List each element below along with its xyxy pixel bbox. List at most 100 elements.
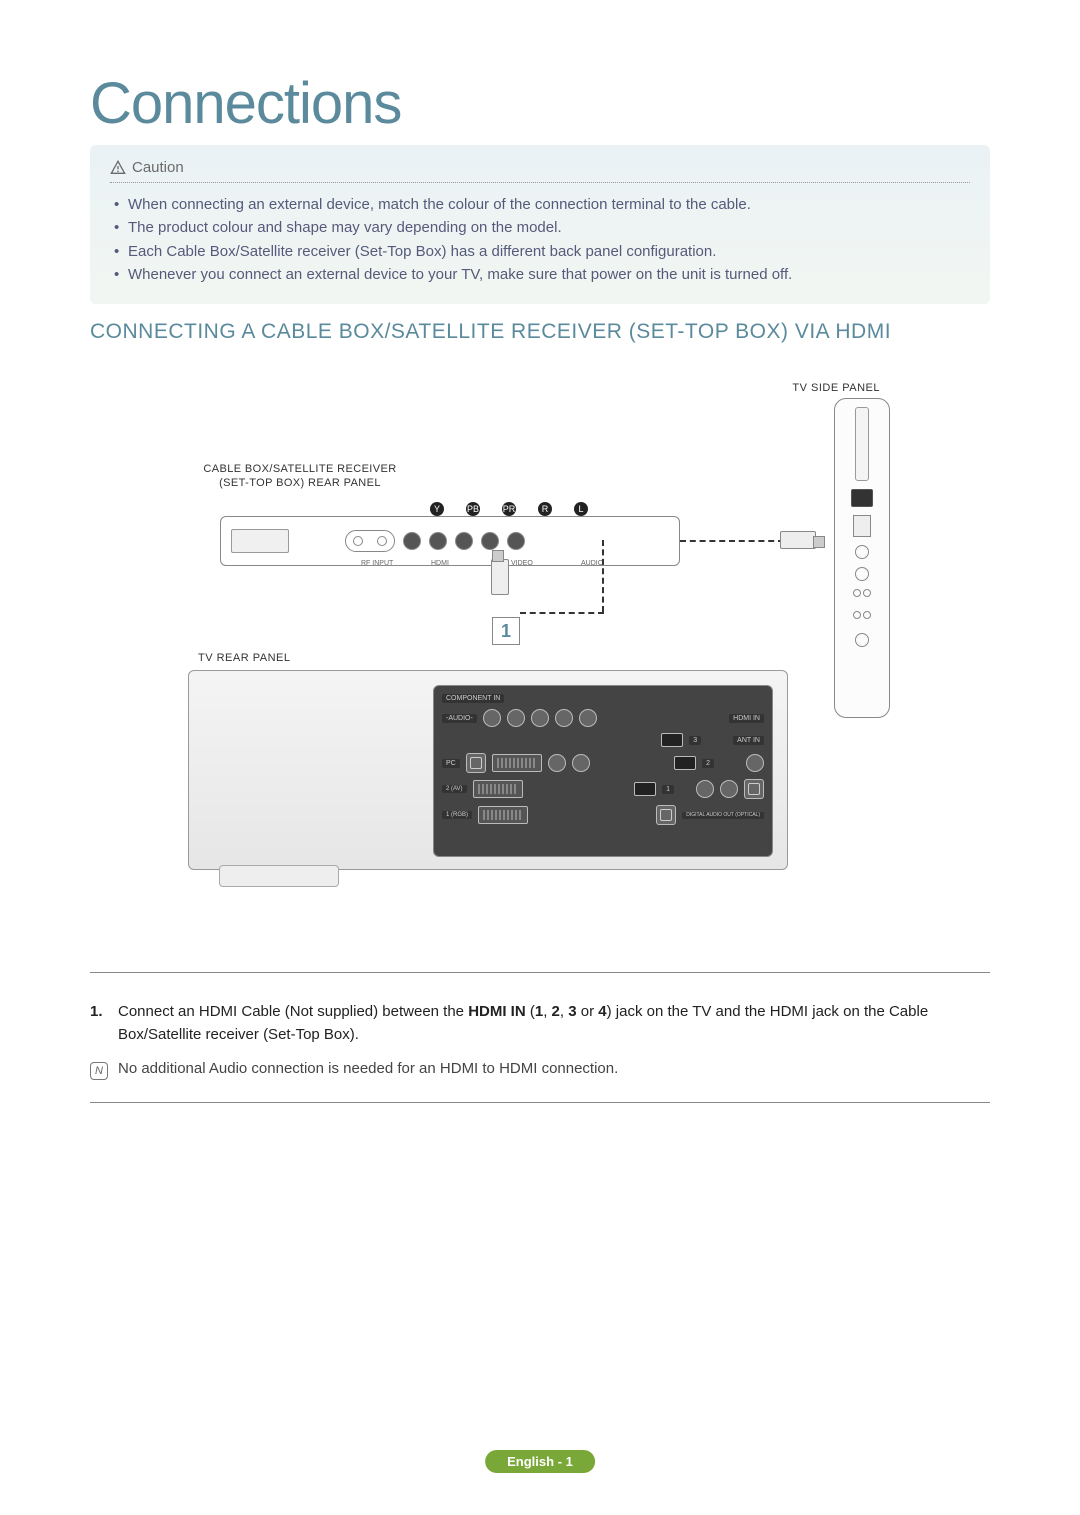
side-panel-label: TV SIDE PANEL — [792, 382, 880, 394]
tv-body: COMPONENT IN -AUDIO- HDMI IN 3 — [188, 670, 788, 870]
caution-label: Caution — [132, 159, 184, 176]
rear-audio-jack — [483, 709, 501, 727]
hdmi-cable-path — [602, 540, 604, 612]
stb-port-markers: Y PB PR R L — [430, 502, 588, 516]
rear-ext-port — [473, 780, 523, 798]
rear-audio-out-jack — [696, 780, 714, 798]
rear-component-jack — [555, 709, 573, 727]
rear-dvi-jack — [572, 754, 590, 772]
caution-divider — [110, 182, 970, 183]
stb-sublabel: VIDEO — [511, 560, 533, 567]
rear-label: HDMI IN — [729, 714, 764, 723]
tv-rear-label: TV REAR PANEL — [198, 652, 291, 664]
rear-audio-out-jack — [720, 780, 738, 798]
caution-item: The product colour and shape may vary de… — [114, 216, 970, 239]
caution-item: Each Cable Box/Satellite receiver (Set-T… — [114, 240, 970, 263]
stb-sublabel: RF INPUT — [361, 560, 393, 567]
rear-label: COMPONENT IN — [442, 694, 504, 703]
tv-rear-panel: COMPONENT IN -AUDIO- HDMI IN 3 — [433, 685, 773, 857]
rear-label: 1 (RGB) — [442, 811, 472, 819]
connection-diagram: TV SIDE PANEL CABLE BOX/SATELLITE RECEIV… — [90, 382, 990, 942]
rear-hdmi-num: 1 — [662, 785, 674, 794]
stb-sublabel: AUDIO — [581, 560, 603, 567]
caution-icon — [110, 160, 126, 176]
rear-label: -AUDIO- — [442, 714, 477, 723]
step-text: Connect an HDMI Cable (Not supplied) bet… — [118, 1001, 990, 1046]
rear-hdmi-num: 3 — [689, 736, 701, 745]
side-hdmi-port — [851, 489, 873, 507]
text-bold: 3 — [568, 1003, 576, 1020]
caution-item: When connecting an external device, matc… — [114, 193, 970, 216]
stb-audio-jack — [481, 532, 499, 550]
common-interface-slot — [855, 407, 869, 481]
text-bold: 1 — [535, 1003, 543, 1020]
stb-component-jack — [455, 532, 473, 550]
caution-box: Caution When connecting an external devi… — [90, 145, 990, 304]
rear-component-jack — [579, 709, 597, 727]
rear-label: ANT IN — [733, 736, 764, 745]
diagram-callout: 1 — [492, 617, 520, 645]
hdmi-plug-icon — [491, 559, 509, 595]
text-fragment: or — [577, 1003, 599, 1020]
note-row: N No additional Audio connection is need… — [90, 1060, 990, 1080]
stb-audio-jack — [507, 532, 525, 550]
stb-component-jack — [403, 532, 421, 550]
caution-list: When connecting an external device, matc… — [110, 193, 970, 286]
rear-hdmi-num: 2 — [702, 759, 714, 768]
side-jack — [855, 567, 869, 581]
set-top-box-panel: RF INPUT HDMI VIDEO AUDIO — [220, 516, 680, 566]
section-heading: CONNECTING A CABLE BOX/SATELLITE RECEIVE… — [90, 320, 990, 344]
rear-pc-jack — [466, 753, 486, 773]
port-marker: PR — [502, 502, 516, 516]
hdmi-cable-path — [680, 540, 784, 542]
caution-header: Caution — [110, 159, 970, 176]
rear-vga-port — [492, 754, 542, 772]
hdmi-cable-path — [520, 612, 604, 614]
rear-label: 2 (AV) — [442, 785, 467, 793]
rear-hdmi-port — [661, 733, 683, 747]
port-marker: Y — [430, 502, 444, 516]
stb-rf-port — [345, 530, 395, 552]
hdmi-plug-icon — [780, 531, 816, 549]
side-hp-jack — [855, 633, 869, 647]
rear-component-jack — [531, 709, 549, 727]
caution-item: Whenever you connect an external device … — [114, 263, 970, 286]
rear-ext-port — [478, 806, 528, 824]
text-bold: 2 — [552, 1003, 560, 1020]
rear-label: PC — [442, 759, 460, 768]
rear-hdmi-port — [634, 782, 656, 796]
rear-ant-jack — [746, 754, 764, 772]
rear-optical-port — [656, 805, 676, 825]
stb-card-slot — [231, 529, 289, 553]
port-marker: L — [574, 502, 588, 516]
note-icon: N — [90, 1062, 108, 1080]
port-marker: R — [538, 502, 552, 516]
rear-audio-jack — [507, 709, 525, 727]
text-bold: 4 — [598, 1003, 606, 1020]
text-bold: HDMI IN — [468, 1003, 526, 1020]
page-title: Connections — [90, 70, 990, 137]
side-port — [853, 515, 871, 537]
side-jack-pair — [853, 589, 871, 603]
rear-dvi-jack — [548, 754, 566, 772]
step-item: 1. Connect an HDMI Cable (Not supplied) … — [90, 1001, 990, 1046]
port-marker: PB — [466, 502, 480, 516]
stb-label: CABLE BOX/SATELLITE RECEIVER (SET-TOP BO… — [200, 462, 400, 491]
stb-sublabel: HDMI — [431, 560, 449, 567]
side-av-jack — [855, 545, 869, 559]
text-fragment: ( — [526, 1003, 535, 1020]
page-footer: English - 1 — [485, 1450, 595, 1473]
note-text: No additional Audio connection is needed… — [118, 1060, 618, 1077]
tv-side-panel — [834, 398, 890, 718]
tv-stand — [219, 865, 339, 887]
text-fragment: , — [560, 1003, 568, 1020]
instructions-block: 1. Connect an HDMI Cable (Not supplied) … — [90, 972, 990, 1103]
text-fragment: , — [543, 1003, 551, 1020]
rear-hdmi-port — [674, 756, 696, 770]
rear-label: DIGITAL AUDIO OUT (OPTICAL) — [682, 812, 764, 819]
side-jack-pair — [853, 611, 871, 625]
rear-service-port — [744, 779, 764, 799]
step-number: 1. — [90, 1001, 108, 1046]
stb-component-jack — [429, 532, 447, 550]
text-fragment: Connect an HDMI Cable (Not supplied) bet… — [118, 1003, 468, 1020]
